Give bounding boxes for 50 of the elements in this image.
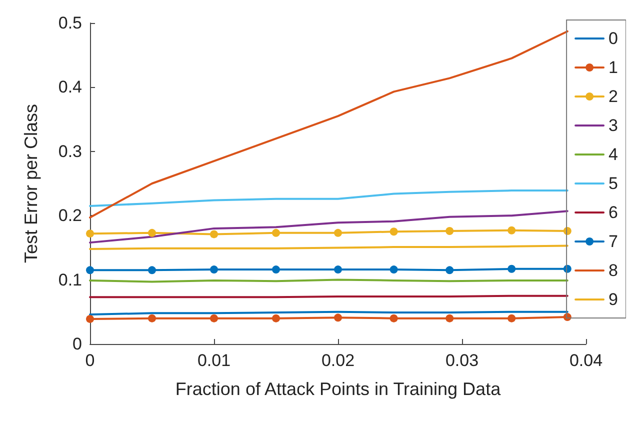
x-tick-label: 0.01 bbox=[197, 351, 231, 370]
point bbox=[508, 314, 516, 322]
legend-label: 6 bbox=[608, 203, 618, 222]
legend-label: 7 bbox=[608, 232, 618, 251]
legend-label: 9 bbox=[608, 290, 618, 309]
point bbox=[86, 314, 94, 323]
point bbox=[148, 228, 156, 237]
point bbox=[508, 226, 516, 234]
point bbox=[334, 266, 342, 274]
x-tick-label: 0.03 bbox=[445, 351, 479, 370]
line-series bbox=[89, 190, 568, 207]
point bbox=[272, 228, 280, 237]
y-tick-label: 0.3 bbox=[58, 142, 82, 161]
line-series bbox=[89, 30, 568, 219]
y-axis-title: Test Error per Class bbox=[21, 104, 41, 264]
legend-label: 5 bbox=[608, 174, 618, 193]
y-tick-label: 0 bbox=[72, 334, 82, 354]
legend-label: 3 bbox=[608, 116, 618, 135]
point bbox=[390, 314, 398, 322]
line-series bbox=[89, 210, 568, 244]
y-tick-label: 0.1 bbox=[58, 270, 82, 290]
legend-label: 8 bbox=[608, 261, 618, 280]
x-axis-title: Fraction of Attack Points in Training Data bbox=[175, 379, 502, 399]
point bbox=[334, 314, 342, 322]
point bbox=[390, 266, 398, 274]
legend-label: 2 bbox=[608, 87, 618, 106]
point bbox=[508, 264, 516, 273]
legend-label: 4 bbox=[608, 145, 618, 164]
point bbox=[446, 227, 454, 236]
point bbox=[148, 266, 156, 274]
point bbox=[272, 266, 280, 274]
y-tick-label: 0.2 bbox=[58, 206, 82, 226]
point bbox=[446, 314, 454, 322]
point bbox=[446, 266, 454, 274]
legend-label: 0 bbox=[608, 29, 618, 48]
point bbox=[210, 266, 218, 274]
point bbox=[390, 228, 398, 236]
point bbox=[210, 230, 218, 238]
point bbox=[210, 314, 218, 322]
x-tick-label: 0.02 bbox=[321, 351, 355, 370]
point bbox=[86, 230, 94, 238]
point bbox=[334, 228, 342, 237]
point bbox=[148, 314, 156, 322]
point bbox=[86, 266, 94, 274]
x-tick-label: 0.04 bbox=[569, 351, 603, 370]
x-tick-label: 0 bbox=[85, 351, 95, 370]
y-tick-label: 0.4 bbox=[58, 78, 82, 97]
y-tick-label: 0.5 bbox=[58, 14, 82, 32]
point bbox=[272, 314, 280, 322]
legend-label: 1 bbox=[608, 58, 618, 77]
